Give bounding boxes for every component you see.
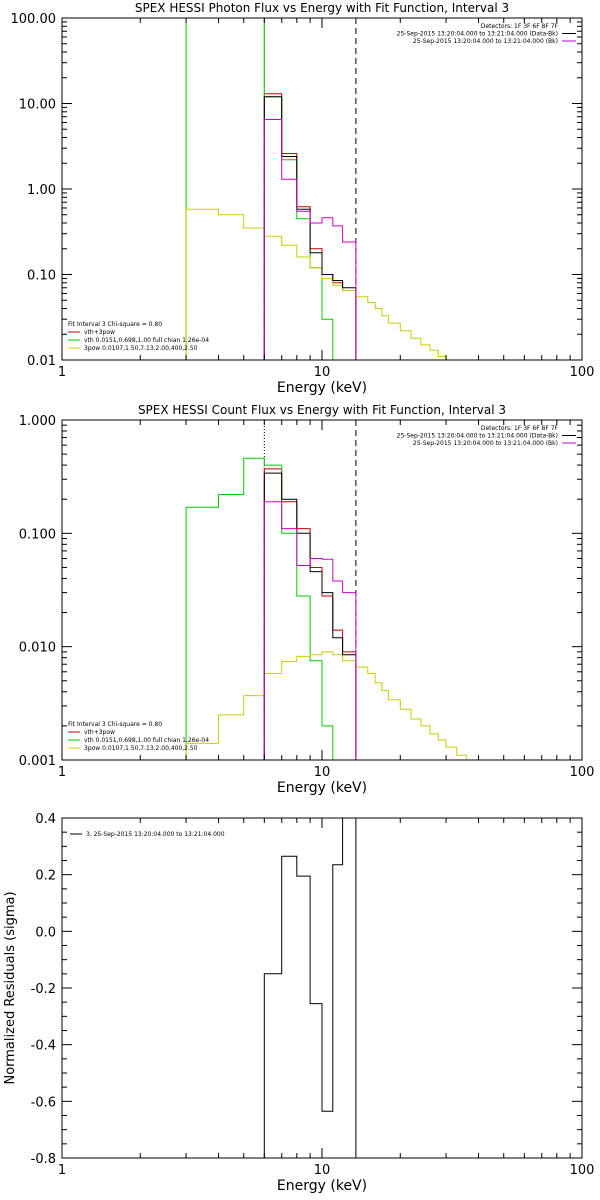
y-tick-label: 1.00 [27,183,56,198]
legend-topright-label: 25-Sep-2015 13:20:04.000 to 13:21:04.000… [413,440,558,447]
chart-3: 1 10 100 -0.8 -0.6 -0.4 -0.2 0.0 0.2 0.4 Energy (k… [3,812,594,1194]
series-5-line [263,119,357,360]
x-axis-label: Energy (keV) [277,380,367,396]
y-tick-label: 0.2 [35,869,56,884]
series-5-line [263,501,357,760]
x-tick-label: 10 [314,765,331,780]
x-tick-label: 1 [58,1163,66,1178]
legend-bottomleft-label: Fit Interval 3 Chi-square = 0.80 [68,321,162,328]
y-tick-label: -0.8 [31,1152,56,1167]
series-group [263,818,357,1158]
chart-2: SPEX HESSI Count Flux vs Energy with Fit… [19,403,595,796]
x-tick-label: 10 [314,365,331,380]
legend-bottomleft-label: vth+3pow [84,729,115,736]
y-tick-label: 0.01 [27,354,56,369]
legend-topright-label: 25-Sep-2015 13:20:04.000 to 13:21:04.000… [397,433,558,440]
series-1-line [263,818,357,1158]
legend-topright-label: Detectors: 1F 3F 6F 8F 7F [481,23,559,30]
y-tick-label: 0.001 [19,754,56,769]
y-tick-label: 0.10 [27,269,56,284]
y-tick-label: 100.00 [11,12,57,27]
x-tick-label: 100 [570,765,595,780]
legend-topright-label: Detectors: 1F 3F 6F 8F 7F [481,425,559,432]
series-group [185,18,447,360]
y-tick-label: 0.100 [19,527,56,542]
chart-1: SPEX HESSI Photon Flux vs Energy with Fi… [11,1,595,396]
series-3-line [185,208,447,360]
series-2-line [185,18,334,360]
x-tick-label: 100 [570,1163,595,1178]
chart-title: SPEX HESSI Count Flux vs Energy with Fit… [138,403,506,417]
x-tick-label: 1 [58,765,66,780]
legend-bottomleft-label: vth 0.0151,0.698,1.00 full chian 1.26e-0… [84,337,209,344]
x-tick-label: 1 [58,365,66,380]
x-tick-label: 10 [314,1163,331,1178]
legend-topright-label: 25-Sep-2015 13:20:04.000 to 13:21:04.000… [397,31,558,38]
x-tick-label: 100 [570,365,595,380]
y-tick-label: 0.010 [19,641,56,656]
y-tick-label: -0.2 [31,982,56,997]
series-group [185,457,468,760]
legend-topright-label: 25-Sep-2015 13:20:04.000 to 13:21:04.000… [413,38,558,45]
legend-topleft-label: 3, 25-Sep-2015 13:20:04.000 to 13:21:04.… [86,831,225,838]
legend-bottomleft-label: Fit Interval 3 Chi-square = 0.80 [68,721,162,728]
y-tick-label: 0.4 [35,812,56,827]
legend-bottomleft-label: vth 0.0151,0.698,1.00 full chian 1.26e-0… [84,737,209,744]
x-axis-label: Energy (keV) [277,1178,367,1194]
y-tick-label: 10.00 [19,98,56,113]
legend-bottomleft-label: 3pow 0.0107,1.50,7.13,2.00,400,2.50 [84,345,198,352]
y-tick-label: -0.6 [31,1095,56,1110]
y-axis-label: Normalized Residuals (sigma) [3,891,18,1084]
y-tick-label: 1.000 [19,414,56,429]
y-tick-label: -0.4 [31,1039,56,1054]
chart-title: SPEX HESSI Photon Flux vs Energy with Fi… [135,1,509,15]
series-4-line [263,472,357,760]
series-3-line [185,651,468,760]
y-tick-label: 0.0 [35,925,56,940]
legend-bottomleft-label: 3pow 0.0107,1.50,7.13,2.00,400,2.50 [84,745,198,752]
series-2-line [185,457,334,760]
x-axis-label: Energy (keV) [277,780,367,796]
legend-bottomleft-label: vth+3pow [84,329,115,336]
